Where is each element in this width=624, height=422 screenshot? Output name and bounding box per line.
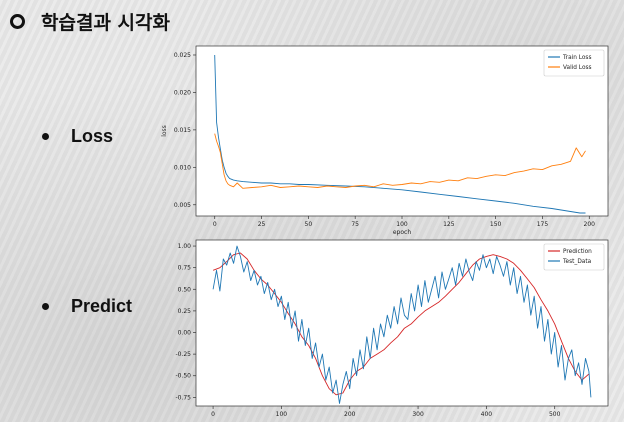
bullet-loss: Loss [42,126,113,147]
x-tick-label: 125 [443,221,455,228]
x-tick-label: 150 [490,221,502,228]
y-tick-label: 0.025 [174,52,191,59]
legend-box [543,49,605,77]
series-line-0 [214,54,586,214]
predict-chart: 0 100 200 300 400 500 -0.75 -0.50 -0.25 0.00 0.25 0… [175,239,609,418]
x-tick-label: 100 [396,221,408,228]
bullet-predict: Predict [42,296,132,317]
plot-area [196,46,608,216]
legend-entry: Prediction [563,249,592,255]
x-tick-label: 50 [305,221,313,228]
y-tick-label: 0.005 [174,202,191,209]
x-tick-label: 0 [211,411,215,418]
legend-box [543,243,605,271]
x-tick-label: 300 [412,411,424,418]
bullet-predict-label: Predict [71,296,133,316]
plot-frame [195,239,609,407]
bullet-dot-icon [42,303,49,310]
series-line-1 [214,133,586,189]
x-tick-label: 100 [276,411,288,418]
x-tick-label: 200 [584,221,596,228]
y-tick-label: 0.75 [178,265,192,272]
x-tick-label: 75 [351,221,359,228]
x-tick-label: 0 [213,221,217,228]
legend-entry: Valid Loss [563,65,592,71]
legend-entry: Train Loss [562,55,591,61]
bullet-loss-label: Loss [71,126,114,146]
y-tick-label: 0.015 [174,127,191,134]
x-tick-label: 25 [258,221,266,228]
series-line-1 [212,245,592,404]
loss-chart: 0 25 50 75 100 125 150 175 200 0.005 0.010 0.015 0.0… [161,45,609,236]
legend-entry: Test_Data [562,259,592,265]
y-tick-label: 0.25 [178,308,192,315]
y-tick-label: -0.75 [175,394,191,401]
y-tick-label: -0.25 [175,351,191,358]
y-tick-label: 1.00 [178,243,192,250]
bullet-dot-icon [42,133,49,140]
y-tick-label: 0.00 [178,330,192,337]
y-tick-label: 0.010 [174,164,191,171]
y-tick-label: -0.50 [175,373,191,380]
y-tick-label: 0.50 [178,286,192,293]
x-tick-label: 500 [549,411,561,418]
x-tick-label: 200 [344,411,356,418]
plot-frame [195,45,609,217]
y-tick-label: 0.020 [174,89,191,96]
ring-bullet-icon [10,13,25,29]
slide-title: 학습결과 시각화 [41,11,170,34]
plot-area [196,240,608,406]
slide-title-row: 학습결과 시각화 [10,4,170,38]
y-axis-label: loss [161,125,168,137]
x-axis-label: epoch [393,229,411,236]
x-tick-label: 175 [537,221,549,228]
x-tick-label: 400 [481,411,493,418]
